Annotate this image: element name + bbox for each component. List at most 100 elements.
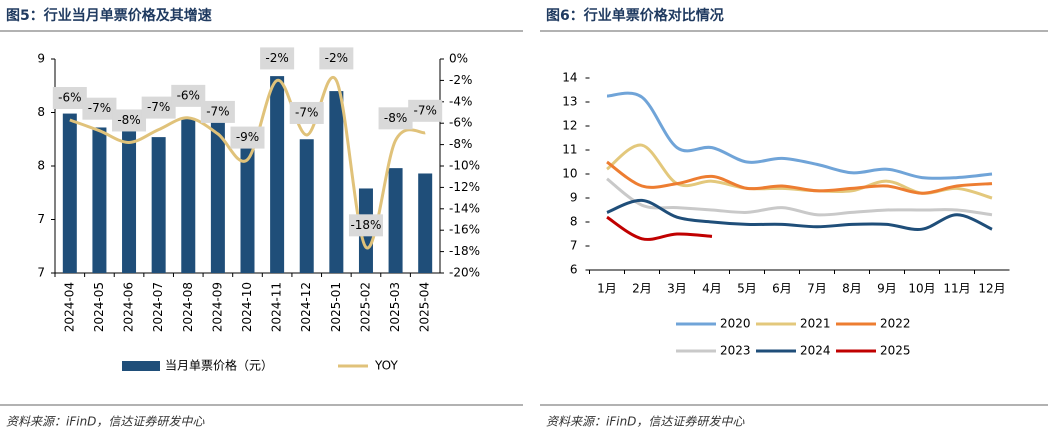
x-tick-label: 6月 (772, 282, 792, 296)
value-label: -7% (147, 100, 170, 114)
bar (92, 127, 107, 273)
y-tick-label: 14 (562, 71, 577, 85)
bar (270, 76, 285, 274)
value-label-box (289, 101, 324, 124)
value-label: -7% (295, 105, 318, 119)
value-label: -6% (177, 88, 200, 102)
legend-label: 2024 (800, 344, 831, 358)
source: 资料来源：iFinD，信达证券研发中心 (6, 415, 205, 429)
x-tick-label: 2025-03 (388, 282, 402, 332)
bar (240, 147, 255, 273)
value-label-box (230, 126, 265, 149)
bar (210, 122, 225, 273)
y-tick-label: 12 (562, 119, 577, 133)
x-tick-label: 12月 (978, 282, 1005, 296)
y2-tick-label: -2% (449, 73, 472, 87)
value-label: -8% (384, 111, 407, 125)
y2-tick-label: -14% (449, 201, 480, 215)
x-tick-label: 2024-08 (181, 282, 195, 332)
bar (329, 91, 344, 273)
y-tick-label: 7 (37, 266, 45, 280)
bar (151, 137, 166, 273)
x-tick-label: 1月 (597, 282, 617, 296)
y-tick-label: 8 (37, 159, 45, 173)
legend-label: 2021 (800, 317, 831, 331)
bar (388, 168, 403, 273)
legend-label: 2025 (880, 344, 911, 358)
y2-tick-label: -8% (449, 137, 472, 151)
x-tick-label: 2024-05 (92, 282, 106, 332)
y-tick-label: 6 (570, 263, 578, 277)
value-label-box (319, 47, 354, 70)
line (606, 91, 993, 180)
x-tick-label: 2025-02 (358, 282, 372, 332)
chart-title: 图6：行业单票价格对比情况 (546, 7, 724, 24)
x-tick-label: 2024-07 (151, 282, 165, 332)
bar (181, 118, 196, 273)
chart-title: 图5：行业当月单票价格及其增速 (6, 7, 212, 24)
line (606, 215, 713, 241)
y-tick-label: 7 (37, 212, 45, 226)
line (606, 198, 993, 231)
line (606, 160, 993, 195)
value-label: -2% (265, 51, 288, 65)
y2-tick-label: -6% (449, 116, 472, 130)
legend-label: 2023 (720, 344, 751, 358)
bar (299, 139, 314, 273)
legend-swatch (122, 361, 160, 371)
y-tick-label: 13 (562, 95, 577, 109)
value-label-box (52, 86, 87, 109)
x-tick-label: 2024-10 (240, 282, 254, 332)
y2-tick-label: -20% (449, 266, 480, 280)
x-tick-label: 11月 (943, 282, 970, 296)
x-tick-label: 8月 (842, 282, 862, 296)
x-tick-label: 10月 (908, 282, 935, 296)
y2-tick-label: -4% (449, 94, 472, 108)
bar (62, 113, 77, 273)
x-tick-label: 2月 (632, 282, 652, 296)
legend-label: 2020 (720, 317, 751, 331)
value-label: -7% (88, 101, 111, 115)
value-label: -6% (58, 90, 81, 104)
source: 资料来源：iFinD，信达证券研发中心 (546, 415, 745, 429)
value-label: -7% (206, 104, 229, 118)
legend-label: 当月单票价格（元） (165, 358, 273, 373)
x-tick-label: 2024-04 (62, 282, 76, 332)
value-label-box (348, 214, 383, 237)
value-label-box (408, 99, 443, 122)
bar (122, 129, 137, 273)
y2-tick-label: -10% (449, 159, 480, 173)
y-tick-label: 10 (562, 167, 577, 181)
y-tick-label: 9 (570, 191, 578, 205)
legend-label: YOY (374, 359, 398, 373)
value-label-box (260, 47, 295, 70)
y2-tick-label: -18% (449, 244, 480, 258)
x-tick-label: 5月 (737, 282, 757, 296)
y-tick-label: 8 (37, 105, 45, 119)
x-tick-label: 2024-11 (270, 282, 284, 332)
x-tick-label: 9月 (877, 282, 897, 296)
value-label-box (112, 109, 147, 132)
value-label-box (141, 96, 176, 119)
y-tick-label: 11 (562, 143, 577, 157)
x-tick-label: 4月 (702, 282, 722, 296)
y2-tick-label: -12% (449, 180, 480, 194)
line (69, 75, 426, 250)
legend-label: 2022 (880, 317, 911, 331)
y-tick-label: 9 (37, 52, 45, 66)
value-label: -8% (117, 113, 140, 127)
x-tick-label: 2024-12 (299, 282, 313, 332)
value-label: -2% (325, 51, 348, 65)
y2-tick-label: 0% (449, 52, 468, 66)
x-tick-label: 2025-01 (329, 282, 343, 332)
y-tick-label: 7 (570, 239, 578, 253)
x-tick-label: 2025-04 (418, 282, 432, 332)
value-label-box (171, 84, 206, 107)
line (606, 177, 993, 217)
value-label-box (82, 97, 117, 120)
value-label: -9% (236, 130, 259, 144)
x-tick-label: 2024-06 (122, 282, 136, 332)
value-label-box (200, 100, 235, 123)
value-label: -7% (414, 103, 437, 117)
